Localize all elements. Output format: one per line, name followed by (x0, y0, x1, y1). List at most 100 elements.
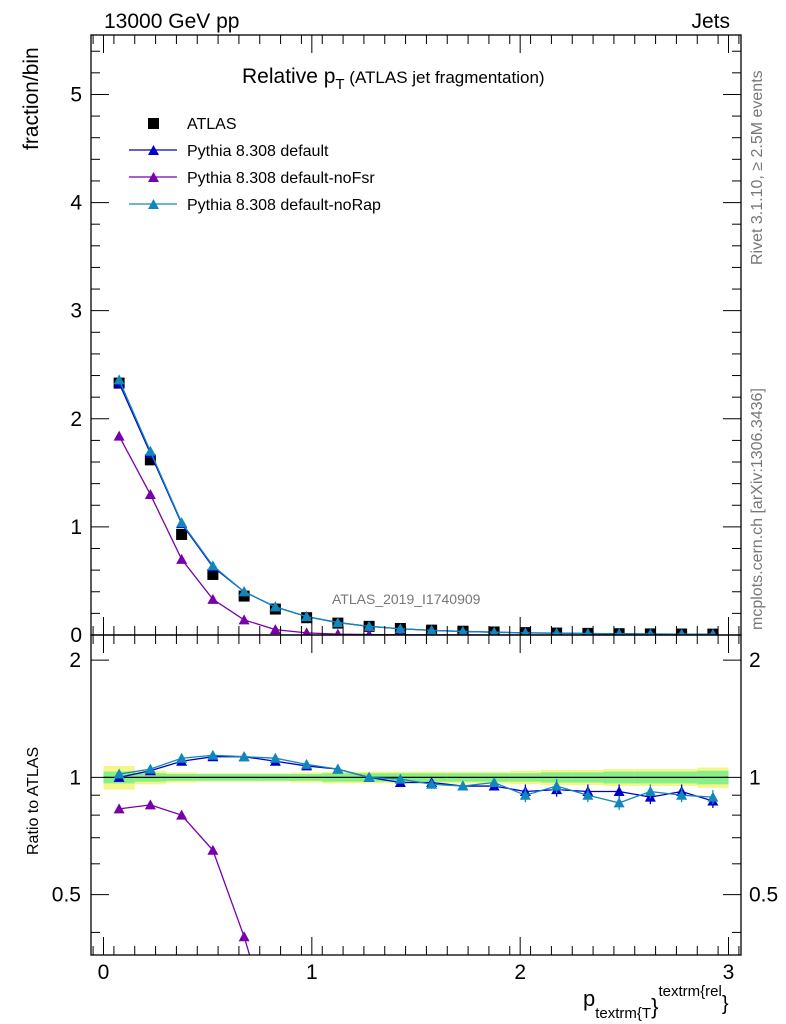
legend-label-nofsr: Pythia 8.308 default-noFsr (187, 170, 375, 187)
main-y-tick-label: 4 (70, 192, 82, 215)
data-point-norap (394, 623, 406, 634)
data-point-norap (176, 517, 188, 528)
main-y-tick-label: 5 (70, 83, 82, 106)
data-point-norap (457, 625, 468, 635)
ratio-point-nofsr (176, 809, 188, 820)
ratio-point-norap (363, 771, 375, 782)
data-point-norap (332, 617, 344, 628)
data-point-nofsr (207, 593, 219, 604)
data-point-nofsr (334, 628, 342, 635)
main-panel: 0 1 2 3 4 5 Relative pT (ATLAS jet fragmentat… (20, 34, 742, 647)
ratio-point-nofsr (207, 844, 219, 855)
ratio-y-axis-label: Ratio to ATLAS (25, 747, 42, 855)
data-point-norap (238, 586, 250, 597)
plot-title: Relative pT (ATLAS jet fragmentation) (242, 65, 545, 93)
ratio-point-norap (176, 752, 188, 763)
legend-marker-nofsr (148, 172, 159, 182)
legend-marker-norap (148, 199, 159, 209)
ratio-y-tick-label-left: 1 (69, 766, 81, 789)
data-point-nofsr (365, 629, 373, 635)
data-point-norap (207, 560, 219, 571)
data-point-norap (269, 601, 281, 612)
x-axis-label-sup-brace: } (722, 993, 729, 1015)
data-point-nofsr (269, 624, 281, 635)
data-point-norap (363, 620, 375, 631)
ratio-panel-frame (90, 634, 742, 956)
data-point-nofsr (238, 614, 250, 625)
ratio-point-norap (332, 763, 344, 774)
ratio-point-norap (426, 778, 438, 789)
ratio-y-tick-label-right: 1 (749, 766, 761, 789)
ratio-point-nofsr (238, 931, 250, 942)
ratio-point-default (613, 785, 625, 796)
ratio-point-norap (519, 789, 531, 800)
ratio-point-norap (613, 797, 625, 808)
main-y-tick-label: 2 (70, 408, 82, 431)
data-point-norap (113, 374, 125, 385)
ratio-line-nofsr (119, 804, 251, 955)
ratio-point-norap (269, 752, 281, 763)
data-point-nofsr (176, 553, 188, 564)
ratio-point-norap (644, 785, 656, 796)
data-point-norap (584, 627, 592, 635)
ratio-x-tick-label: 1 (306, 961, 318, 984)
data-point-nofsr (144, 488, 156, 499)
ratio-x-tick-label: 2 (514, 961, 526, 984)
ratio-x-tick-label: 3 (723, 961, 735, 984)
legend-marker-atlas (148, 118, 159, 129)
main-y-tick-label: 3 (70, 300, 82, 323)
data-point-atlas (207, 568, 219, 580)
x-axis-label: ptextrm{T}textrm{rel} (583, 983, 729, 1022)
legend-label-default: Pythia 8.308 default (187, 143, 329, 160)
analysis-id-label: ATLAS_2019_I1740909 (332, 591, 481, 607)
main-y-tick-label: 0 (70, 624, 82, 647)
ratio-point-norap (144, 763, 156, 774)
data-point-norap (646, 628, 654, 635)
data-point-norap (615, 628, 623, 635)
ratio-point-norap (707, 791, 719, 802)
data-point-atlas (144, 454, 156, 466)
ratio-panel-ticks (91, 635, 741, 955)
ratio-point-norap (113, 768, 125, 779)
ratio-point-norap (207, 749, 219, 760)
data-point-norap (489, 626, 499, 635)
main-panel-tick-labels: 0 1 2 3 4 5 (70, 83, 82, 647)
ratio-y-tick-label-left: 0.5 (52, 884, 81, 907)
data-point-nofsr (113, 430, 125, 441)
ratio-y-tick-label-right: 2 (749, 649, 761, 672)
x-axis-label-brace: } (651, 994, 658, 1019)
plot-title-rest: (ATLAS jet fragmentation) (345, 68, 545, 87)
plot-title-main: Relative p (242, 65, 335, 88)
ratio-point-norap (238, 751, 250, 762)
process-label: Jets (691, 10, 730, 33)
energy-label: 13000 GeV pp (104, 10, 239, 33)
legend: ATLAS Pythia 8.308 default Pythia 8.308 … (129, 116, 381, 214)
data-point-atlas (176, 528, 188, 540)
x-axis-label-sup: textrm{rel (658, 983, 721, 1000)
ratio-point-norap (301, 758, 313, 769)
ratio-x-tick-label: 0 (98, 961, 110, 984)
x-axis-label-main: p (583, 986, 595, 1011)
data-point-norap (301, 611, 313, 622)
ratio-point-norap (394, 773, 406, 784)
rivet-label: Rivet 3.1.10, ≥ 2.5M events (749, 70, 766, 265)
ratio-y-tick-label-left: 2 (69, 649, 81, 672)
ratio-point-nofsr (144, 799, 156, 810)
legend-marker-default (148, 145, 159, 155)
ratio-panel: 0.5 0.5 1 1 2 2 0 1 2 3 Ratio to ATLAS ptextrm{T}… (25, 634, 778, 1022)
ratio-point-norap (676, 789, 688, 800)
mcplots-label: mcplots.cern.ch [arXiv:1306.3436] (749, 388, 766, 630)
ratio-line-norap (119, 754, 713, 804)
ratio-y-tick-label-right: 0.5 (749, 884, 778, 907)
y-axis-label: fraction/bin (20, 47, 43, 150)
ratio-point-norap (457, 780, 469, 791)
ratio-line-default (118, 756, 714, 802)
plot-title-sub: T (335, 76, 344, 93)
data-point-norap (144, 445, 156, 456)
main-y-tick-label: 1 (70, 516, 82, 539)
ratio-point-norap (488, 777, 500, 788)
ratio-panel-content (103, 749, 729, 955)
legend-label-norap: Pythia 8.308 default-noRap (187, 197, 381, 214)
data-point-norap (426, 624, 438, 635)
